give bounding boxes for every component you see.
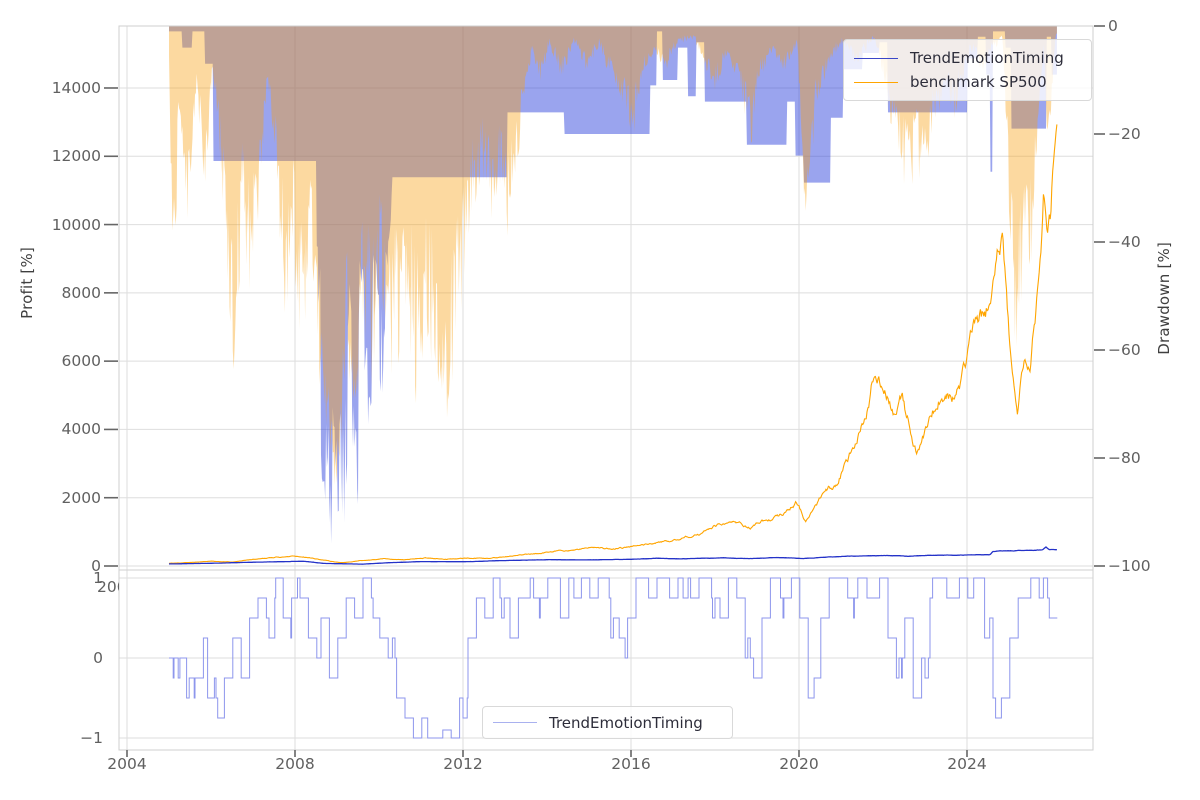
legend-lower: TrendEmotionTiming bbox=[482, 706, 733, 739]
xtick: 2012 bbox=[443, 755, 483, 773]
xtick: 2024 bbox=[947, 755, 987, 773]
ylabel-profit: Profit [%] bbox=[18, 247, 36, 319]
ytick-right: −80 bbox=[1108, 449, 1141, 467]
xtick: 2004 bbox=[107, 755, 147, 773]
ytick-left: 0 bbox=[91, 557, 101, 575]
ytick-left: 10000 bbox=[51, 216, 101, 234]
ytick-right: 0 bbox=[1108, 17, 1118, 35]
position-line-sample-icon bbox=[493, 722, 537, 723]
ytick-right: −60 bbox=[1108, 341, 1141, 359]
ytick-bottom: −1 bbox=[80, 729, 103, 747]
ytick-right: −20 bbox=[1108, 125, 1141, 143]
xtick: 2020 bbox=[779, 755, 819, 773]
ytick-left: 12000 bbox=[51, 147, 101, 165]
legend-label: TrendEmotionTiming bbox=[910, 49, 1064, 67]
ytick-right: −40 bbox=[1108, 233, 1141, 251]
ytick-left: 14000 bbox=[51, 79, 101, 97]
legend-label: benchmark SP500 bbox=[910, 73, 1047, 91]
ytick-left: 2000 bbox=[61, 489, 101, 507]
strategy-line-sample-icon bbox=[854, 57, 898, 59]
ytick-bottom: 0 bbox=[93, 649, 103, 667]
ytick-left: 4000 bbox=[61, 420, 101, 438]
ytick-left: 8000 bbox=[61, 284, 101, 302]
legend-upper: TrendEmotionTiming benchmark SP500 bbox=[843, 39, 1092, 101]
xtick: 2008 bbox=[275, 755, 315, 773]
benchmark-line-sample-icon bbox=[854, 81, 898, 83]
xtick: 2016 bbox=[611, 755, 651, 773]
legend-entry-strategy: TrendEmotionTiming bbox=[854, 49, 1081, 67]
legend-entry-position: TrendEmotionTiming bbox=[493, 714, 722, 732]
ytick-bottom: 1 bbox=[93, 569, 103, 587]
ytick-right: −100 bbox=[1108, 557, 1151, 575]
ylabel-drawdown: Drawdown [%] bbox=[1155, 242, 1173, 355]
legend-entry-benchmark: benchmark SP500 bbox=[854, 73, 1081, 91]
legend-label: TrendEmotionTiming bbox=[549, 713, 703, 732]
ytick-left: 6000 bbox=[61, 352, 101, 370]
clipped-xtick-2004: 2004 bbox=[97, 578, 119, 596]
